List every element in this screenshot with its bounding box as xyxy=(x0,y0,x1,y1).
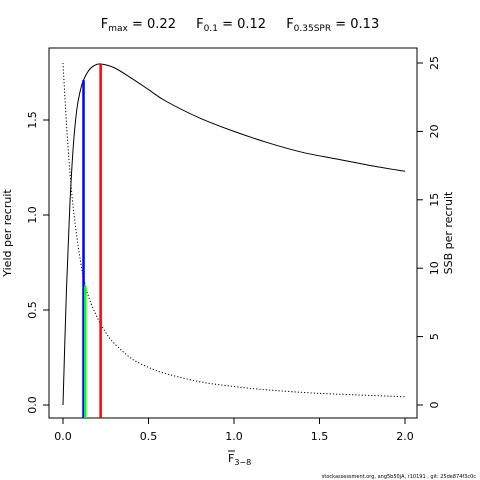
svg-text:F3−8: F3−8 xyxy=(228,452,251,467)
y-right-tick-label: 25 xyxy=(428,56,441,70)
y-left-tick-label: 1.0 xyxy=(26,206,39,224)
x-axis: 0.0 0.5 1.0 1.5 2.0 xyxy=(54,418,414,443)
y-axis-right: 0 5 10 15 20 25 xyxy=(417,56,441,409)
title-fmax-label: F xyxy=(101,17,108,32)
y-left-tick-label: 0.5 xyxy=(26,301,39,319)
y-right-tick-label: 10 xyxy=(428,261,441,275)
y-left-tick-label: 0.0 xyxy=(26,396,39,414)
y-left-tick-label: 1.5 xyxy=(26,111,39,129)
x-tick-label: 0.5 xyxy=(140,430,158,443)
yield-per-recruit-line xyxy=(62,63,406,406)
footer-note: stockassessment.org, ang5b50jA, r10191 ,… xyxy=(322,474,476,480)
x-tick-label: 1.5 xyxy=(311,430,329,443)
y-axis-left-title: Yield per recruit xyxy=(1,189,14,278)
title-fmax-value: = 0.22 xyxy=(128,17,176,32)
x-axis-title: F3−8 xyxy=(228,450,251,467)
ssb-per-recruit-line xyxy=(62,62,406,398)
y-axis-left: 0.0 0.5 1.0 1.5 xyxy=(26,111,49,414)
title-f01-label: F xyxy=(196,17,203,32)
x-axis-title-sub: 3−8 xyxy=(234,458,251,467)
plot-frame xyxy=(48,47,418,419)
title-fspr-sub: 0.35SPR xyxy=(294,24,331,34)
x-tick-label: 0.0 xyxy=(54,430,72,443)
title-f01-value: = 0.12 xyxy=(218,17,266,32)
chart-title: Fmax = 0.22 F0.1 = 0.12 F0.35SPR = 0.13 xyxy=(101,17,379,34)
title-fspr-label: F xyxy=(286,17,293,32)
x-axis-title-main: F xyxy=(228,452,234,465)
title-fmax-sub: max xyxy=(108,24,128,34)
y-right-tick-label: 5 xyxy=(428,333,441,340)
x-tick-label: 2.0 xyxy=(396,430,414,443)
reference-lines-layer xyxy=(82,63,102,418)
y-right-tick-label: 15 xyxy=(428,193,441,207)
y-axis-right-title: SSB per recruit xyxy=(442,191,455,274)
y-right-tick-label: 20 xyxy=(428,124,441,138)
title-f01-sub: 0.1 xyxy=(204,24,218,34)
y-right-tick-label: 0 xyxy=(428,402,441,409)
x-tick-label: 1.0 xyxy=(225,430,243,443)
title-fspr-value: = 0.13 xyxy=(331,17,379,32)
curves-layer xyxy=(62,62,406,406)
